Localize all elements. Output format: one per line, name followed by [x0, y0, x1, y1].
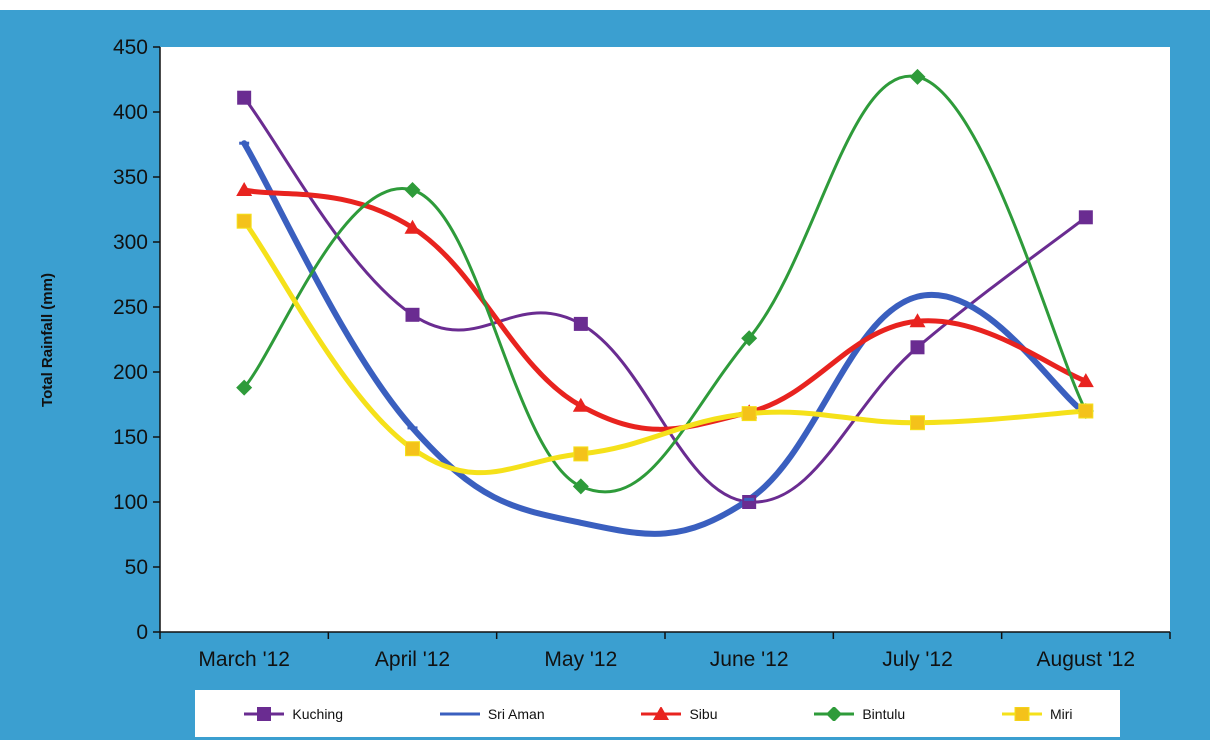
series-miri-marker: [236, 213, 252, 229]
legend-bintulu-marker: [826, 706, 843, 721]
legend-sibu-marker: [653, 706, 670, 720]
series-line-sibu: [241, 187, 1089, 432]
x-tick-label: April '12: [375, 648, 450, 671]
y-axis: 0 50 100 150 200 250 300 350 400 450: [113, 36, 161, 644]
legend-swatch-kuching: [244, 706, 285, 721]
series-miri-marker: [1078, 403, 1094, 419]
top-strip: [0, 0, 1210, 10]
series-bintulu-marker: [909, 68, 926, 85]
legend: Kuching Sri Aman Sibu Bintulu Miri: [195, 690, 1120, 737]
legend-item-sibu: Sibu: [639, 705, 718, 722]
y-tick-label: 100: [113, 491, 148, 514]
y-tick-label: 50: [125, 556, 148, 579]
x-tick-label: August '12: [1037, 648, 1136, 671]
series-miri-marker: [573, 446, 589, 462]
series-markers: [236, 68, 1094, 525]
legend-item-bintulu: Bintulu: [812, 706, 905, 722]
plot-area: [160, 47, 1170, 632]
series-kuching-marker: [910, 340, 925, 355]
legend-swatch-miri: [1001, 706, 1042, 721]
y-tick-label: 300: [113, 231, 148, 254]
series-kuching-marker: [1078, 210, 1093, 225]
series-kuching-marker: [405, 307, 420, 322]
y-tick-label: 0: [136, 621, 148, 644]
legend-label: Miri: [1049, 705, 1073, 722]
series-line-sri-aman: [241, 140, 1089, 537]
series-kuching-marker: [573, 316, 588, 331]
legend-item-kuching: Kuching: [242, 706, 343, 722]
legend-swatch-sri-aman: [439, 712, 480, 715]
series-miri-marker: [910, 415, 925, 431]
series-sibu-marker: [404, 219, 421, 234]
series-bintulu-marker: [404, 182, 421, 198]
legend-swatch-bintulu: [814, 706, 855, 721]
series-sibu-marker: [909, 313, 926, 328]
series-sibu-marker: [236, 182, 253, 196]
y-tick-label: 350: [113, 166, 148, 189]
series-kuching-marker: [237, 90, 252, 105]
rainfall-line-chart: 0 50 100 150 200 250 300 350 400 450 March '12 Apr…: [39, 36, 1171, 671]
y-tick-label: 150: [113, 426, 148, 449]
x-axis: March '12 April '12 May '12 June '12 July '1…: [159, 631, 1171, 671]
y-tick-label: 200: [113, 361, 148, 384]
series-kuching-marker: [742, 495, 757, 509]
y-tick-label: 450: [113, 36, 148, 59]
series-bintulu-marker: [741, 330, 758, 347]
legend-label: Sri Aman: [487, 705, 545, 722]
legend-item-sri-aman: Sri Aman: [438, 706, 545, 722]
chart-frame: 0 50 100 150 200 250 300 350 400 450 March '12 Apr…: [0, 10, 1210, 740]
y-tick-label: 250: [113, 296, 148, 319]
series-line-bintulu: [242, 74, 1088, 494]
legend-label: Sibu: [689, 705, 718, 722]
y-axis-label: Total Rainfall (mm): [39, 273, 56, 407]
series-sibu-marker: [1077, 373, 1094, 388]
series-bintulu-marker: [236, 379, 253, 396]
legend-miri-marker: [1014, 706, 1030, 721]
series-miri-marker: [405, 441, 420, 457]
y-tick-label: 400: [113, 101, 148, 124]
legend-item-miri: Miri: [1000, 706, 1073, 722]
series-bintulu-marker: [572, 478, 589, 495]
x-tick-label: May '12: [544, 648, 617, 671]
x-tick-label: March '12: [198, 648, 290, 671]
x-tick-label: July '12: [882, 648, 953, 671]
legend-label: Bintulu: [862, 705, 906, 722]
legend-swatch-sibu: [641, 706, 682, 720]
legend-label: Kuching: [292, 705, 343, 722]
series-sibu-marker: [572, 397, 589, 412]
series-miri-marker: [741, 406, 757, 422]
series-line-kuching: [242, 96, 1088, 504]
x-tick-label: June '12: [710, 648, 789, 671]
legend-kuching-marker: [257, 706, 272, 721]
